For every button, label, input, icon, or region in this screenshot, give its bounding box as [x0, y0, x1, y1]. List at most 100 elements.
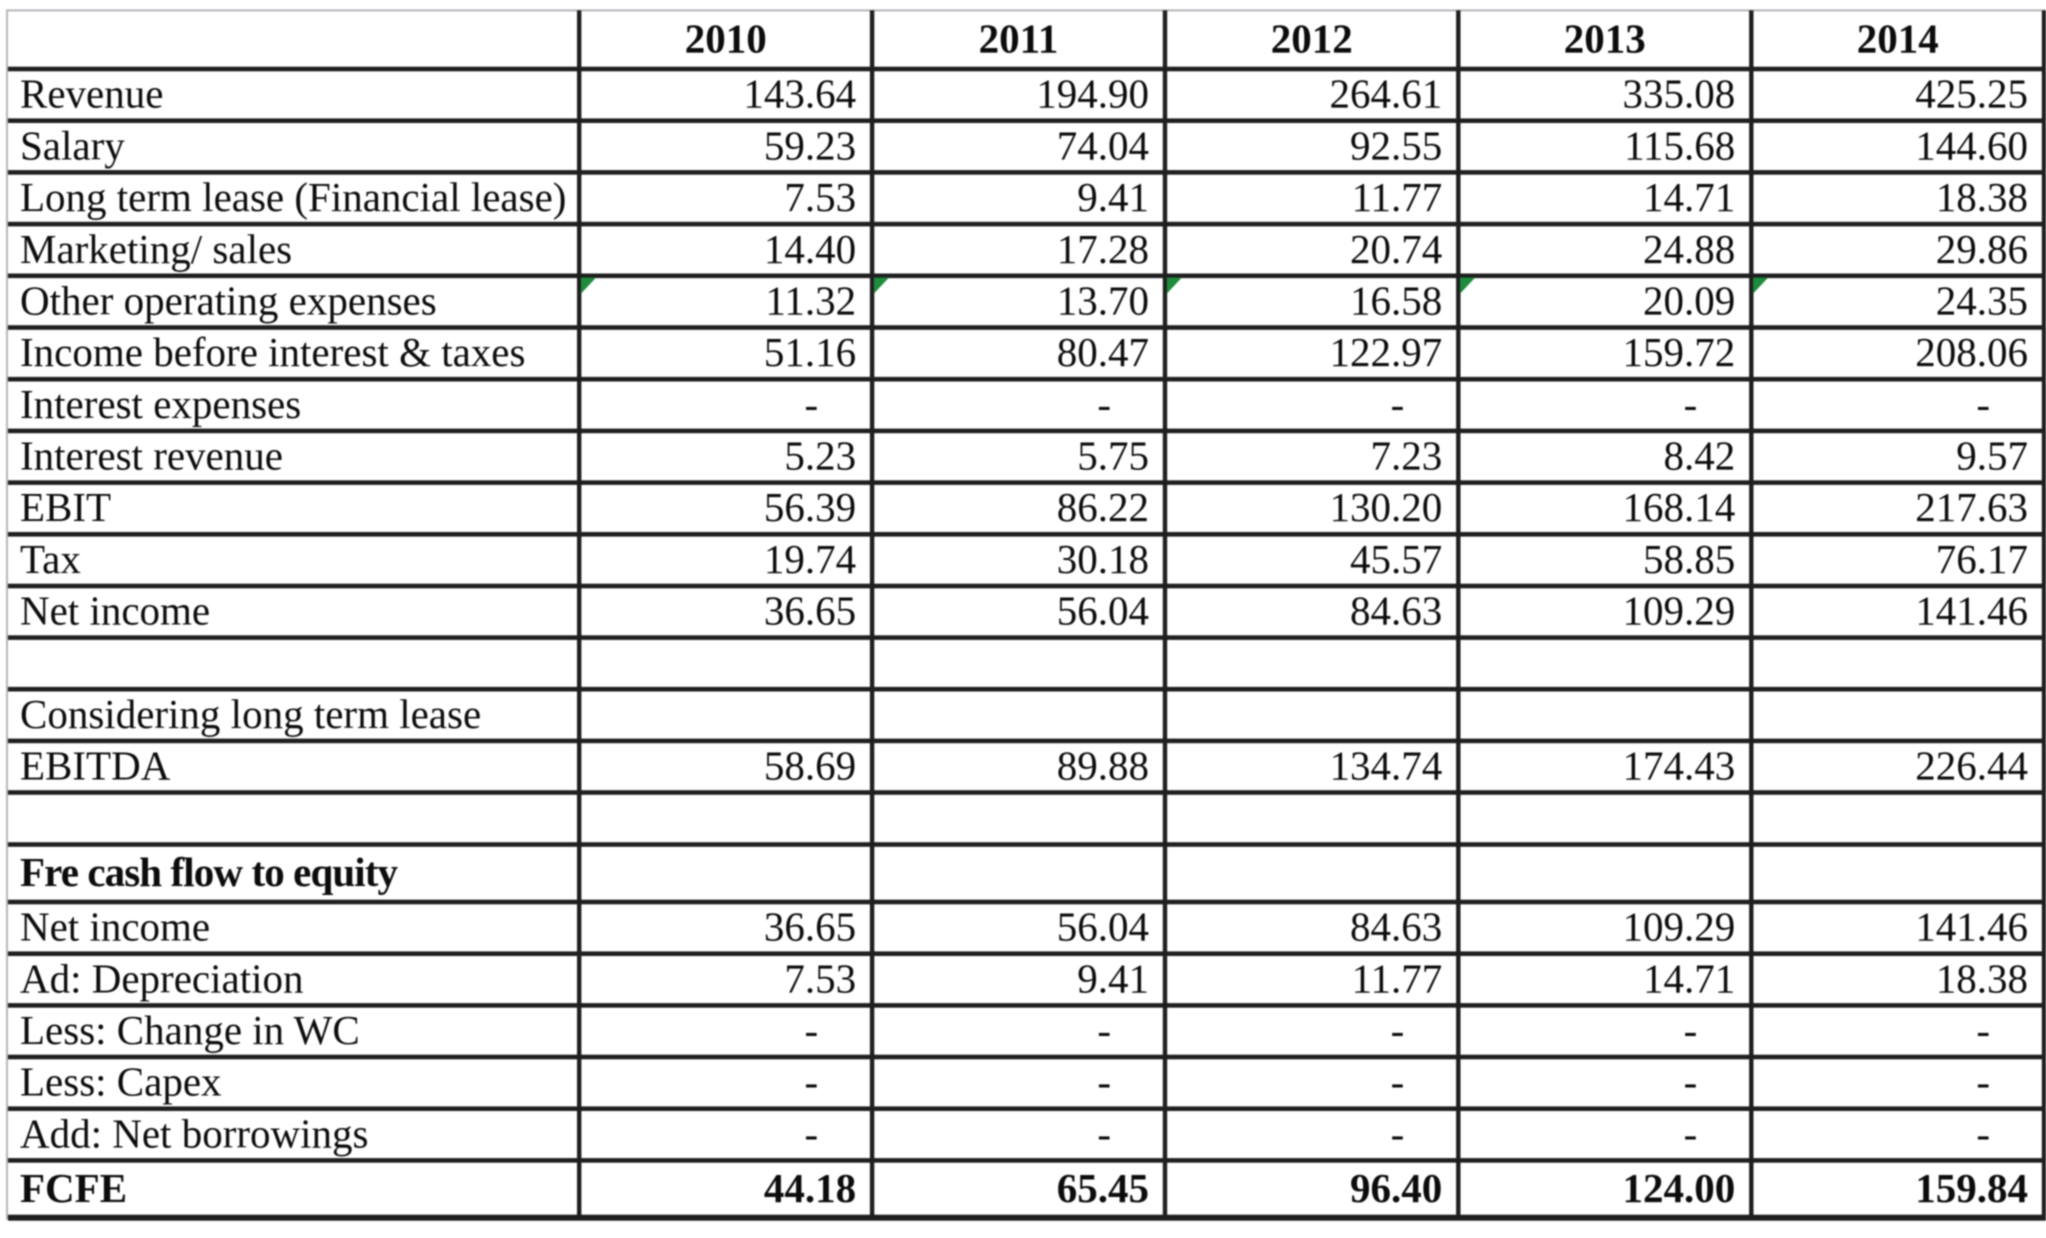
svg-text:-: -	[1097, 1007, 1111, 1053]
svg-text:9.57: 9.57	[1956, 433, 2028, 479]
svg-text:208.06: 208.06	[1915, 329, 2028, 375]
svg-text:56.39: 56.39	[764, 484, 856, 530]
svg-text:86.22: 86.22	[1057, 484, 1149, 530]
svg-text:-: -	[804, 381, 818, 427]
svg-text:124.00: 124.00	[1623, 1165, 1736, 1211]
svg-text:EBIT: EBIT	[20, 484, 111, 530]
svg-text:Add: Net borrowings: Add: Net borrowings	[20, 1110, 368, 1156]
svg-text:159.84: 159.84	[1915, 1165, 2028, 1211]
svg-text:Fre cash flow to equity: Fre cash flow to equity	[20, 849, 399, 895]
svg-text:109.29: 109.29	[1623, 588, 1736, 634]
svg-text:5.75: 5.75	[1077, 433, 1149, 479]
svg-text:115.68: 115.68	[1624, 122, 1735, 168]
svg-text:Interest revenue: Interest revenue	[20, 433, 283, 479]
svg-text:335.08: 335.08	[1623, 71, 1736, 117]
svg-text:14.71: 14.71	[1643, 955, 1735, 1001]
svg-text:-: -	[1684, 381, 1698, 427]
svg-text:58.69: 58.69	[764, 743, 856, 789]
svg-text:Interest expenses: Interest expenses	[20, 381, 301, 427]
svg-text:-: -	[1391, 381, 1405, 427]
svg-text:-: -	[1976, 381, 1990, 427]
svg-text:20.74: 20.74	[1350, 226, 1442, 272]
svg-text:134.74: 134.74	[1330, 743, 1443, 789]
svg-text:Net income: Net income	[20, 588, 210, 634]
svg-text:7.53: 7.53	[784, 174, 856, 220]
svg-text:Income before interest & taxes: Income before interest & taxes	[20, 329, 525, 375]
svg-text:16.58: 16.58	[1350, 277, 1442, 323]
svg-text:2013: 2013	[1564, 16, 1646, 62]
svg-text:Tax: Tax	[20, 536, 81, 582]
svg-text:2014: 2014	[1857, 16, 1939, 62]
svg-text:Other operating expenses: Other operating expenses	[20, 277, 437, 323]
svg-text:76.17: 76.17	[1936, 536, 2028, 582]
svg-text:264.61: 264.61	[1330, 71, 1443, 117]
svg-text:11.77: 11.77	[1352, 955, 1443, 1001]
svg-text:20.09: 20.09	[1643, 277, 1735, 323]
svg-text:14.40: 14.40	[764, 226, 856, 272]
svg-text:Less: Change in WC: Less: Change in WC	[20, 1007, 360, 1053]
svg-text:FCFE: FCFE	[20, 1165, 127, 1211]
svg-text:-: -	[1976, 1007, 1990, 1053]
svg-text:144.60: 144.60	[1915, 122, 2028, 168]
svg-text:18.38: 18.38	[1936, 955, 2028, 1001]
svg-text:EBITDA: EBITDA	[20, 743, 171, 789]
svg-text:-: -	[1097, 1110, 1111, 1156]
svg-text:-: -	[1097, 381, 1111, 427]
svg-text:11.32: 11.32	[765, 277, 856, 323]
svg-text:2010: 2010	[685, 16, 767, 62]
svg-text:217.63: 217.63	[1915, 484, 2028, 530]
svg-text:Ad: Depreciation: Ad: Depreciation	[20, 955, 303, 1001]
svg-text:-: -	[1391, 1007, 1405, 1053]
svg-text:58.85: 58.85	[1643, 536, 1735, 582]
svg-text:194.90: 194.90	[1036, 71, 1149, 117]
svg-text:Long term lease (Financial lea: Long term lease (Financial lease)	[20, 174, 566, 220]
svg-text:168.14: 168.14	[1623, 484, 1736, 530]
svg-text:-: -	[1976, 1110, 1990, 1156]
svg-text:65.45: 65.45	[1057, 1165, 1149, 1211]
svg-text:19.74: 19.74	[764, 536, 856, 582]
svg-text:59.23: 59.23	[764, 122, 856, 168]
svg-text:-: -	[1391, 1110, 1405, 1156]
svg-text:-: -	[804, 1110, 818, 1156]
svg-text:141.46: 141.46	[1915, 588, 2028, 634]
svg-text:8.42: 8.42	[1664, 433, 1736, 479]
svg-text:45.57: 45.57	[1350, 536, 1442, 582]
svg-text:159.72: 159.72	[1623, 329, 1736, 375]
svg-text:17.28: 17.28	[1057, 226, 1149, 272]
svg-text:44.18: 44.18	[764, 1165, 856, 1211]
svg-text:13.70: 13.70	[1057, 277, 1149, 323]
svg-text:141.46: 141.46	[1915, 904, 2028, 950]
svg-text:36.65: 36.65	[764, 904, 856, 950]
svg-text:7.23: 7.23	[1371, 433, 1443, 479]
svg-text:7.53: 7.53	[784, 955, 856, 1001]
svg-text:143.64: 143.64	[743, 71, 856, 117]
svg-text:84.63: 84.63	[1350, 588, 1442, 634]
svg-text:-: -	[804, 1007, 818, 1053]
svg-text:Net income: Net income	[20, 904, 210, 950]
svg-text:-: -	[1684, 1007, 1698, 1053]
svg-text:5.23: 5.23	[784, 433, 856, 479]
svg-text:56.04: 56.04	[1057, 904, 1149, 950]
svg-text:174.43: 174.43	[1623, 743, 1736, 789]
svg-text:-: -	[1684, 1059, 1698, 1105]
svg-text:Salary: Salary	[20, 122, 125, 168]
svg-text:-: -	[1976, 1059, 1990, 1105]
svg-text:92.55: 92.55	[1350, 122, 1442, 168]
svg-text:109.29: 109.29	[1623, 904, 1736, 950]
svg-text:-: -	[804, 1059, 818, 1105]
svg-text:9.41: 9.41	[1077, 174, 1149, 220]
svg-text:Marketing/ sales: Marketing/ sales	[20, 226, 292, 272]
svg-text:96.40: 96.40	[1350, 1165, 1442, 1211]
svg-text:2012: 2012	[1271, 16, 1353, 62]
svg-text:29.86: 29.86	[1936, 226, 2028, 272]
svg-text:24.35: 24.35	[1936, 277, 2028, 323]
svg-text:425.25: 425.25	[1915, 71, 2028, 117]
svg-text:9.41: 9.41	[1077, 955, 1149, 1001]
svg-text:2011: 2011	[979, 16, 1059, 62]
svg-text:-: -	[1391, 1059, 1405, 1105]
svg-text:-: -	[1097, 1059, 1111, 1105]
svg-text:84.63: 84.63	[1350, 904, 1442, 950]
svg-text:36.65: 36.65	[764, 588, 856, 634]
svg-text:24.88: 24.88	[1643, 226, 1735, 272]
svg-text:130.20: 130.20	[1330, 484, 1443, 530]
